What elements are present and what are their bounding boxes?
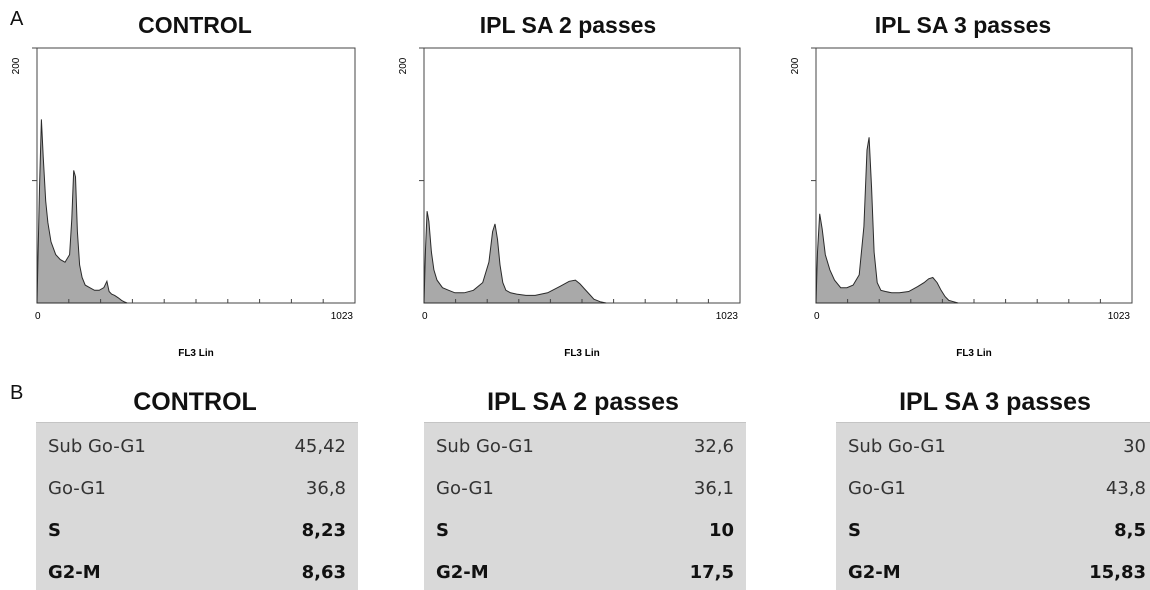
table-row: S 10 bbox=[424, 509, 746, 551]
row-value: 8,63 bbox=[301, 561, 346, 583]
histogram-area-2-passes bbox=[423, 211, 607, 304]
row-label: Sub Go-G1 bbox=[848, 435, 946, 457]
table-row: Sub Go-G1 45,42 bbox=[36, 425, 358, 467]
histogram-area-3-passes bbox=[815, 137, 959, 304]
row-value: 8,23 bbox=[301, 519, 346, 541]
x-axis-label-2-passes: FL3 Lin bbox=[564, 348, 600, 359]
row-label: Go-G1 bbox=[48, 477, 106, 499]
table-row: G2-M 17,5 bbox=[424, 551, 746, 590]
histogram-title-2-passes: IPL SA 2 passes bbox=[479, 12, 657, 38]
row-label: Sub Go-G1 bbox=[436, 435, 534, 457]
row-label: S bbox=[436, 519, 449, 541]
row-value: 45,42 bbox=[294, 435, 346, 457]
row-label: S bbox=[48, 519, 61, 541]
x-tick-label-2-passes: 0 bbox=[422, 311, 428, 322]
row-value: 43,8 bbox=[1105, 477, 1146, 499]
row-value: 15,83 bbox=[1089, 561, 1146, 583]
x-tick-label-3-passes: 1023 bbox=[1108, 311, 1131, 322]
row-label: Go-G1 bbox=[848, 477, 906, 499]
table-title-2-passes: IPL SA 2 passes bbox=[487, 388, 679, 416]
histogram-title-control: CONTROL bbox=[138, 12, 252, 38]
table-3-passes: Sub Go-G1 30 Go-G1 43,8 S 8,5 G2-M 15,83 bbox=[836, 422, 1150, 590]
row-value: 32,6 bbox=[693, 435, 734, 457]
x-tick-label-control: 1023 bbox=[331, 311, 354, 322]
table-row: G2-M 8,63 bbox=[36, 551, 358, 590]
row-value: 17,5 bbox=[689, 561, 734, 583]
plot-frame-control bbox=[36, 47, 356, 304]
y-tick-label-3-passes: 200 bbox=[790, 57, 801, 74]
table-row: S 8,5 bbox=[836, 509, 1150, 551]
row-label: S bbox=[848, 519, 861, 541]
plot-frame-2-passes bbox=[423, 47, 741, 304]
x-axis-label-control: FL3 Lin bbox=[178, 348, 214, 359]
row-label: Go-G1 bbox=[436, 477, 494, 499]
histogram-canvas: 0 1023 200 FL3 Lin 0 1023 200 FL3 Lin 0 1023 200 FL… bbox=[11, 47, 1133, 359]
x-tick-label-2-passes: 1023 bbox=[716, 311, 739, 322]
table-row: Go-G1 36,1 bbox=[424, 467, 746, 509]
table-control: Sub Go-G1 45,42 Go-G1 36,8 S 8,23 G2-M 8,63 bbox=[36, 422, 358, 590]
row-label: G2-M bbox=[48, 561, 101, 583]
x-tick-label-3-passes: 0 bbox=[814, 311, 820, 322]
table-row: Go-G1 43,8 bbox=[836, 467, 1150, 509]
x-tick-label-control: 0 bbox=[35, 311, 41, 322]
x-axis-label-3-passes: FL3 Lin bbox=[956, 348, 992, 359]
row-value: 30 bbox=[1123, 435, 1146, 457]
panel-label-a: A bbox=[10, 8, 24, 30]
table-title-control: CONTROL bbox=[133, 388, 257, 416]
table-row: G2-M 15,83 bbox=[836, 551, 1150, 590]
table-row: Sub Go-G1 30 bbox=[836, 425, 1150, 467]
histogram-title-3-passes: IPL SA 3 passes bbox=[874, 12, 1052, 38]
row-label: G2-M bbox=[848, 561, 901, 583]
table-row: Sub Go-G1 32,6 bbox=[424, 425, 746, 467]
row-value: 36,8 bbox=[305, 477, 346, 499]
table-row: S 8,23 bbox=[36, 509, 358, 551]
table-title-3-passes: IPL SA 3 passes bbox=[899, 388, 1091, 416]
row-value: 8,5 bbox=[1114, 519, 1146, 541]
row-value: 36,1 bbox=[693, 477, 734, 499]
y-tick-label-control: 200 bbox=[11, 57, 22, 74]
table-2-passes: Sub Go-G1 32,6 Go-G1 36,1 S 10 G2-M 17,5 bbox=[424, 422, 746, 590]
row-label: Sub Go-G1 bbox=[48, 435, 146, 457]
row-label: G2-M bbox=[436, 561, 489, 583]
panel-label-b: B bbox=[10, 382, 24, 404]
table-row: Go-G1 36,8 bbox=[36, 467, 358, 509]
histogram-area-control bbox=[36, 119, 128, 304]
row-value: 10 bbox=[708, 519, 734, 541]
y-tick-label-2-passes: 200 bbox=[398, 57, 409, 74]
